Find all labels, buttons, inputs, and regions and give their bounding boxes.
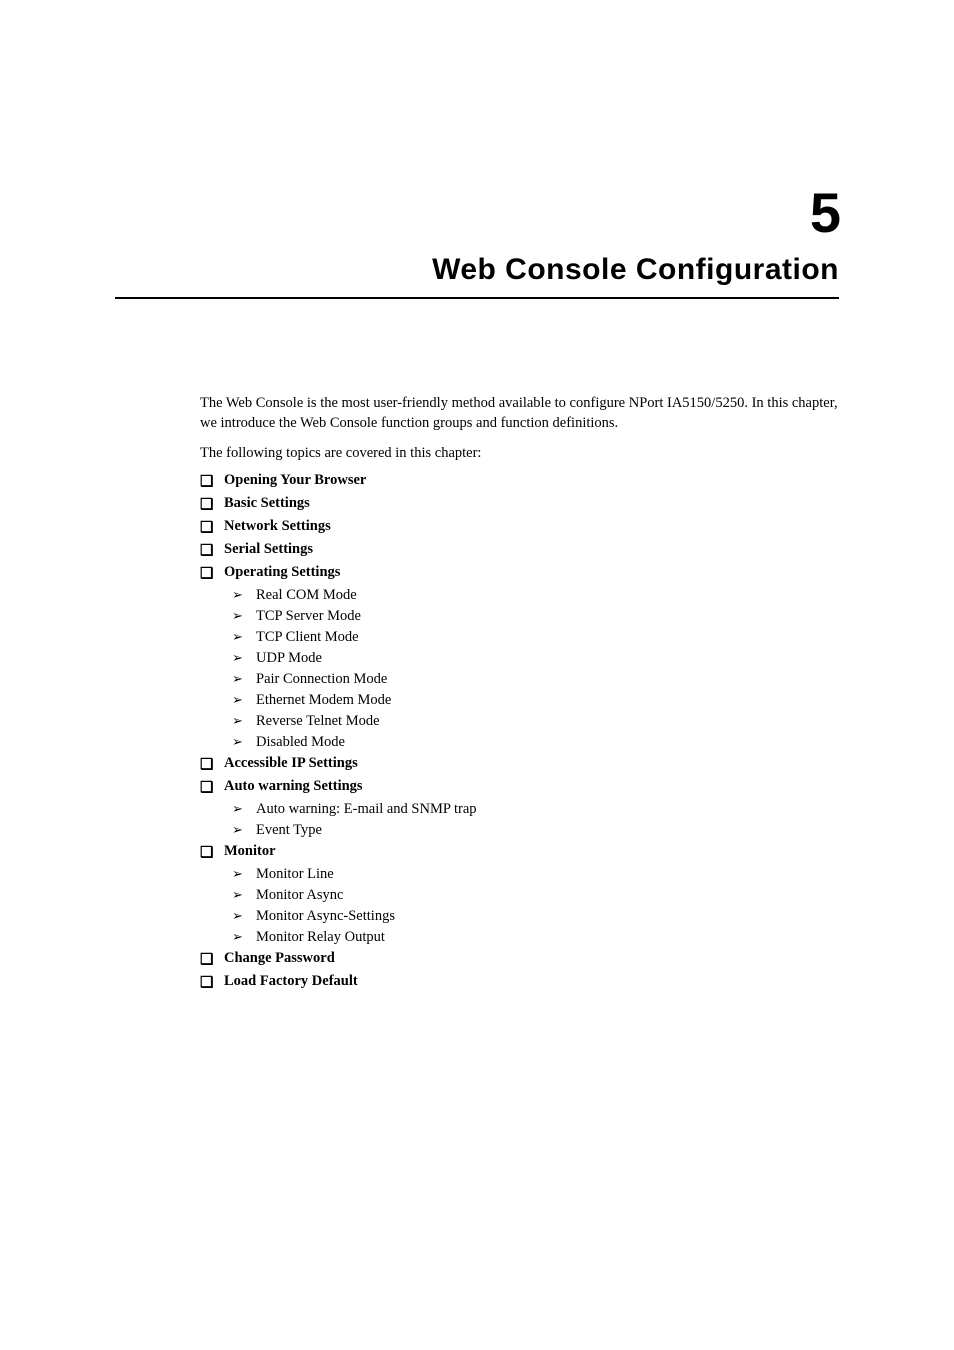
toc-item-level1: ❑Basic Settings <box>200 495 839 514</box>
toc-label: Event Type <box>256 822 322 839</box>
toc-item-level1: ❑Accessible IP Settings <box>200 755 839 774</box>
toc-label: Monitor Relay Output <box>256 929 385 946</box>
toc-item-level1: ❑Operating Settings <box>200 564 839 583</box>
toc-label: Network Settings <box>224 518 331 535</box>
toc-item-level1: ❑Change Password <box>200 950 839 969</box>
arrow-bullet-icon: ➢ <box>232 734 256 750</box>
chapter-title: Web Console Configuration <box>115 253 839 299</box>
arrow-bullet-icon: ➢ <box>232 866 256 882</box>
toc-label: Serial Settings <box>224 541 313 558</box>
intro-paragraph: The Web Console is the most user-friendl… <box>200 394 839 433</box>
arrow-bullet-icon: ➢ <box>232 908 256 924</box>
toc-label: Reverse Telnet Mode <box>256 713 380 730</box>
toc-label: Basic Settings <box>224 495 310 512</box>
toc-label: Accessible IP Settings <box>224 755 358 772</box>
toc-label: Monitor Async-Settings <box>256 908 395 925</box>
toc-label: Auto warning: E-mail and SNMP trap <box>256 801 477 818</box>
toc-list: ❑Opening Your Browser❑Basic Settings❑Net… <box>200 472 839 992</box>
square-bullet-icon: ❑ <box>200 495 224 514</box>
toc-item-level2: ➢Event Type <box>232 822 839 839</box>
toc-item-level2: ➢Disabled Mode <box>232 734 839 751</box>
square-bullet-icon: ❑ <box>200 518 224 537</box>
square-bullet-icon: ❑ <box>200 973 224 992</box>
arrow-bullet-icon: ➢ <box>232 671 256 687</box>
toc-label: Monitor Line <box>256 866 334 883</box>
toc-item-level1: ❑Network Settings <box>200 518 839 537</box>
chapter-number: 5 <box>115 180 839 245</box>
toc-item-level1: ❑Opening Your Browser <box>200 472 839 491</box>
toc-item-level2: ➢Pair Connection Mode <box>232 671 839 688</box>
arrow-bullet-icon: ➢ <box>232 629 256 645</box>
square-bullet-icon: ❑ <box>200 755 224 774</box>
toc-item-level1: ❑Serial Settings <box>200 541 839 560</box>
square-bullet-icon: ❑ <box>200 950 224 969</box>
arrow-bullet-icon: ➢ <box>232 650 256 666</box>
arrow-bullet-icon: ➢ <box>232 587 256 603</box>
toc-label: Pair Connection Mode <box>256 671 387 688</box>
arrow-bullet-icon: ➢ <box>232 608 256 624</box>
square-bullet-icon: ❑ <box>200 564 224 583</box>
toc-item-level1: ❑Load Factory Default <box>200 973 839 992</box>
toc-label: Auto warning Settings <box>224 778 363 795</box>
square-bullet-icon: ❑ <box>200 778 224 797</box>
toc-label: Ethernet Modem Mode <box>256 692 391 709</box>
arrow-bullet-icon: ➢ <box>232 822 256 838</box>
toc-item-level1: ❑Auto warning Settings <box>200 778 839 797</box>
document-page: 5 Web Console Configuration The Web Cons… <box>0 0 954 992</box>
toc-label: Load Factory Default <box>224 973 358 990</box>
toc-item-level2: ➢TCP Client Mode <box>232 629 839 646</box>
toc-label: Change Password <box>224 950 335 967</box>
toc-label: TCP Server Mode <box>256 608 361 625</box>
toc-label: Opening Your Browser <box>224 472 366 489</box>
toc-label: UDP Mode <box>256 650 322 667</box>
toc-item-level2: ➢TCP Server Mode <box>232 608 839 625</box>
content-area: The Web Console is the most user-friendl… <box>115 394 839 992</box>
toc-label: Disabled Mode <box>256 734 345 751</box>
toc-item-level2: ➢UDP Mode <box>232 650 839 667</box>
arrow-bullet-icon: ➢ <box>232 801 256 817</box>
arrow-bullet-icon: ➢ <box>232 713 256 729</box>
toc-item-level2: ➢Reverse Telnet Mode <box>232 713 839 730</box>
toc-item-level2: ➢Real COM Mode <box>232 587 839 604</box>
toc-item-level2: ➢Ethernet Modem Mode <box>232 692 839 709</box>
intro-subtitle: The following topics are covered in this… <box>200 445 839 462</box>
toc-label: TCP Client Mode <box>256 629 359 646</box>
toc-item-level2: ➢Monitor Async-Settings <box>232 908 839 925</box>
square-bullet-icon: ❑ <box>200 472 224 491</box>
toc-label: Monitor <box>224 843 276 860</box>
arrow-bullet-icon: ➢ <box>232 929 256 945</box>
toc-item-level2: ➢Monitor Line <box>232 866 839 883</box>
arrow-bullet-icon: ➢ <box>232 887 256 903</box>
toc-item-level2: ➢Monitor Relay Output <box>232 929 839 946</box>
toc-label: Monitor Async <box>256 887 343 904</box>
toc-label: Real COM Mode <box>256 587 357 604</box>
square-bullet-icon: ❑ <box>200 541 224 560</box>
square-bullet-icon: ❑ <box>200 843 224 862</box>
toc-item-level1: ❑Monitor <box>200 843 839 862</box>
toc-label: Operating Settings <box>224 564 340 581</box>
arrow-bullet-icon: ➢ <box>232 692 256 708</box>
toc-item-level2: ➢Auto warning: E-mail and SNMP trap <box>232 801 839 818</box>
toc-item-level2: ➢Monitor Async <box>232 887 839 904</box>
